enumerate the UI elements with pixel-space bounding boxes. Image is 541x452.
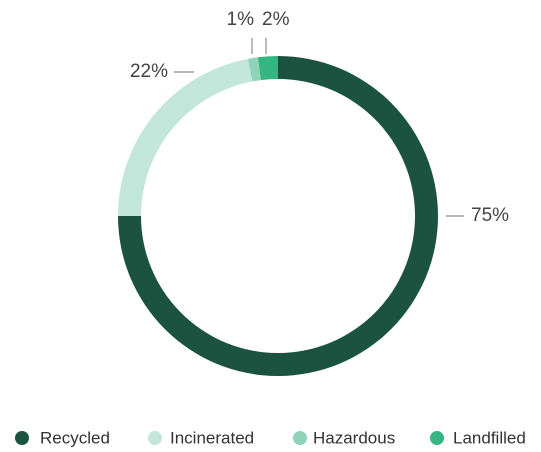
legend-label: Landfilled bbox=[453, 428, 526, 447]
legend-label: Recycled bbox=[40, 428, 110, 447]
legend-swatch bbox=[15, 431, 29, 445]
legend-label: Incinerated bbox=[170, 428, 254, 447]
legend-label: Hazardous bbox=[313, 428, 395, 447]
legend-swatch bbox=[148, 431, 162, 445]
value-label: 1% bbox=[227, 9, 255, 30]
legend-swatch bbox=[293, 431, 307, 445]
donut-slice bbox=[257, 56, 278, 81]
value-label: 75% bbox=[471, 205, 509, 226]
value-label: 22% bbox=[130, 61, 168, 82]
donut-slice bbox=[248, 57, 261, 82]
value-label: 2% bbox=[262, 9, 290, 30]
legend-swatch bbox=[430, 431, 444, 445]
donut-slice bbox=[118, 58, 253, 216]
